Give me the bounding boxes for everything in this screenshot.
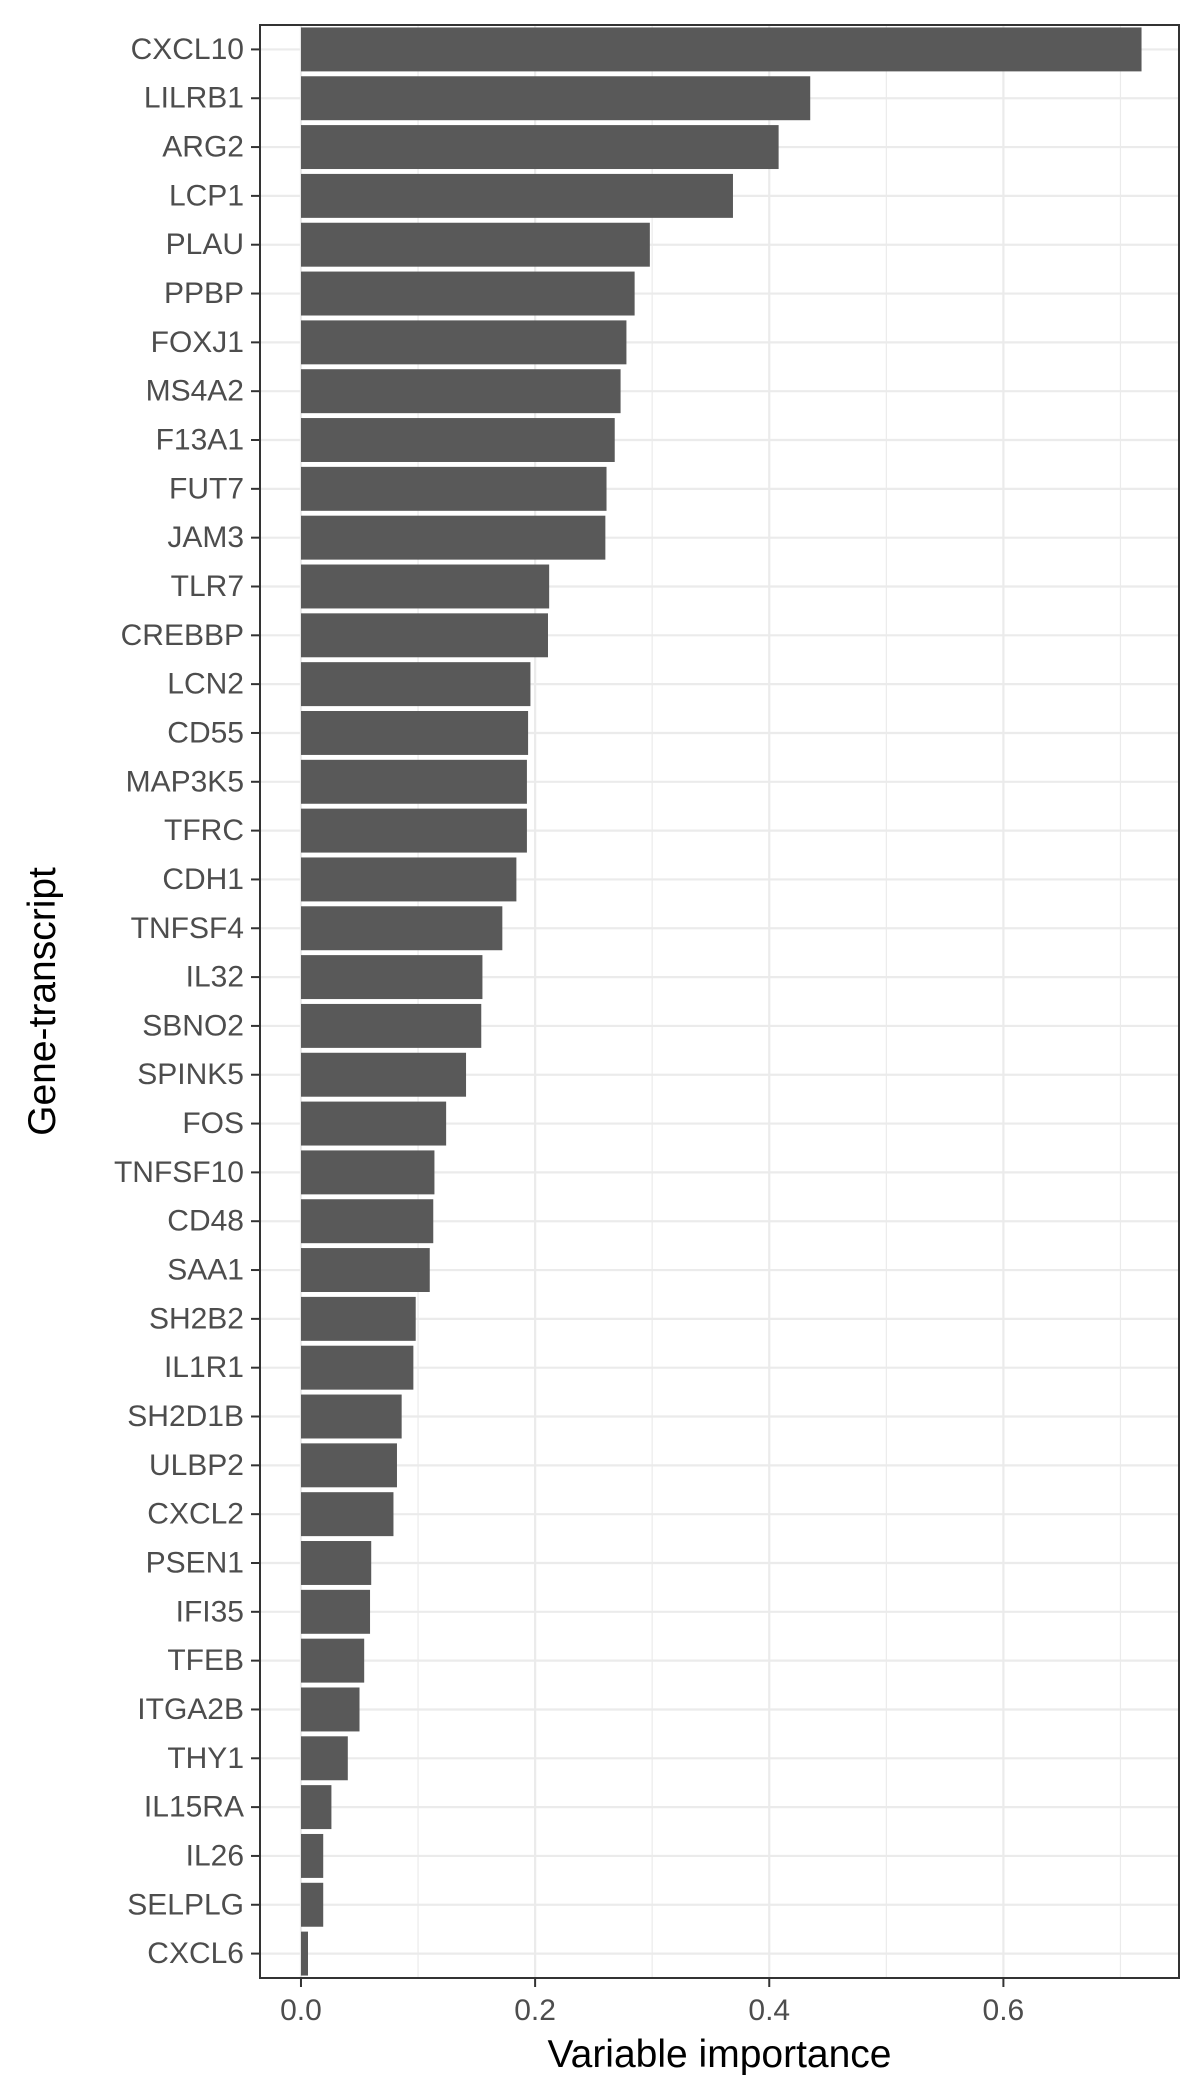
y-tick-label: TFRC: [164, 814, 244, 847]
bar-ifi35: [300, 1589, 371, 1634]
y-tick-label: CDH1: [162, 863, 244, 896]
bar-spink5: [300, 1052, 467, 1097]
y-tick-label: IL26: [186, 1839, 244, 1872]
bar-fos: [300, 1101, 447, 1146]
bar-il32: [300, 955, 483, 1000]
bar-sh2d1b: [300, 1394, 402, 1439]
y-tick-label: FOS: [182, 1107, 244, 1140]
bar-saa1: [300, 1248, 430, 1293]
y-tick-label: CXCL6: [147, 1937, 244, 1970]
y-tick-label: TFEB: [167, 1644, 244, 1677]
bar-lcn2: [300, 662, 531, 707]
bar-cxcl10: [300, 27, 1142, 72]
bar-plau: [300, 222, 650, 267]
bar-tfrc: [300, 808, 527, 853]
x-tick-label: 0.6: [983, 1994, 1025, 2027]
bar-tfeb: [300, 1638, 365, 1683]
y-tick-label: TNFSF10: [114, 1156, 244, 1189]
bar-cd48: [300, 1199, 434, 1244]
y-tick-label: SELPLG: [127, 1888, 244, 1921]
y-tick-label: MS4A2: [146, 375, 244, 408]
x-tick-label: 0.4: [748, 1994, 790, 2027]
bar-tlr7: [300, 564, 550, 609]
panel-background: [260, 25, 1179, 1978]
y-tick-label: CXCL10: [131, 33, 244, 66]
y-tick-label: CREBBP: [121, 619, 244, 652]
y-tick-label: ULBP2: [149, 1449, 244, 1482]
y-tick-label: CXCL2: [147, 1498, 244, 1531]
y-tick-label: CD55: [167, 716, 244, 749]
bar-il15ra: [300, 1785, 332, 1830]
y-tick-label: SH2B2: [149, 1302, 244, 1335]
bar-selplg: [300, 1882, 324, 1927]
bar-crebbp: [300, 613, 548, 658]
y-tick-label: PSEN1: [146, 1546, 244, 1579]
y-tick-label: FUT7: [169, 472, 244, 505]
y-tick-label: TNFSF4: [131, 912, 244, 945]
y-tick-label: ITGA2B: [137, 1693, 244, 1726]
bar-map3k5: [300, 759, 527, 804]
y-tick-label: IFI35: [176, 1595, 244, 1628]
bar-cdh1: [300, 857, 517, 902]
bar-il26: [300, 1833, 324, 1878]
bar-itga2b: [300, 1687, 360, 1732]
y-tick-label: IL1R1: [164, 1351, 244, 1384]
bar-f13a1: [300, 418, 615, 462]
y-tick-label: SBNO2: [142, 1009, 244, 1042]
y-tick-label: LCN2: [167, 668, 244, 701]
bar-lcp1: [300, 173, 733, 218]
bar-tnfsf10: [300, 1150, 435, 1195]
bar-psen1: [300, 1541, 372, 1585]
minor-gridlines: [417, 25, 1122, 1978]
y-tick-label: TLR7: [171, 570, 244, 603]
y-tick-label: THY1: [167, 1742, 244, 1775]
bar-ppbp: [300, 271, 635, 316]
y-tick-label: SH2D1B: [127, 1400, 244, 1433]
x-tick-label: 0.2: [514, 1994, 556, 2027]
x-axis: 0.0 0.2 0.4 0.6: [280, 1978, 1024, 2027]
y-tick-label: JAM3: [167, 521, 244, 554]
bar-sh2b2: [300, 1296, 416, 1341]
x-axis-title: Variable importance: [548, 2033, 892, 2076]
y-tick-label: SAA1: [167, 1254, 244, 1287]
bar-lilrb1: [300, 76, 811, 121]
y-tick-label: SPINK5: [137, 1058, 244, 1091]
x-tick-label: 0.0: [280, 1994, 322, 2027]
y-tick-label: CD48: [167, 1205, 244, 1238]
bar-cxcl2: [300, 1492, 394, 1537]
y-tick-label: LCP1: [169, 179, 244, 212]
y-tick-label: PLAU: [166, 228, 244, 261]
bar-foxj1: [300, 320, 627, 365]
bar-jam3: [300, 515, 606, 560]
y-tick-label: ARG2: [162, 131, 244, 164]
bar-arg2: [300, 125, 779, 170]
y-tick-label: IL32: [186, 961, 244, 994]
y-tick-label: FOXJ1: [151, 326, 244, 359]
y-tick-label: MAP3K5: [126, 765, 244, 798]
y-axis: CXCL10 LILRB1 ARG2 LCP1 PLAU PPBP FOXJ1 MS4A2 F1…: [114, 33, 260, 1970]
y-tick-label: LILRB1: [144, 82, 244, 115]
bar-il1r1: [300, 1345, 414, 1390]
y-axis-title: Gene-transcript: [21, 867, 64, 1136]
bar-cd55: [300, 710, 529, 755]
panel-border: [259, 24, 1180, 1979]
bar-ulbp2: [300, 1443, 397, 1488]
bars-group: [300, 27, 1142, 1976]
y-tick-label: PPBP: [164, 277, 244, 310]
y-tick-label: IL15RA: [144, 1791, 244, 1824]
bar-cxcl6: [300, 1931, 308, 1976]
bar-ms4a2: [300, 369, 621, 414]
bar-fut7: [300, 466, 607, 511]
y-tick-label: F13A1: [156, 424, 244, 457]
bar-tnfsf4: [300, 906, 503, 951]
bar-sbno2: [300, 1003, 482, 1048]
bar-thy1: [300, 1736, 348, 1781]
